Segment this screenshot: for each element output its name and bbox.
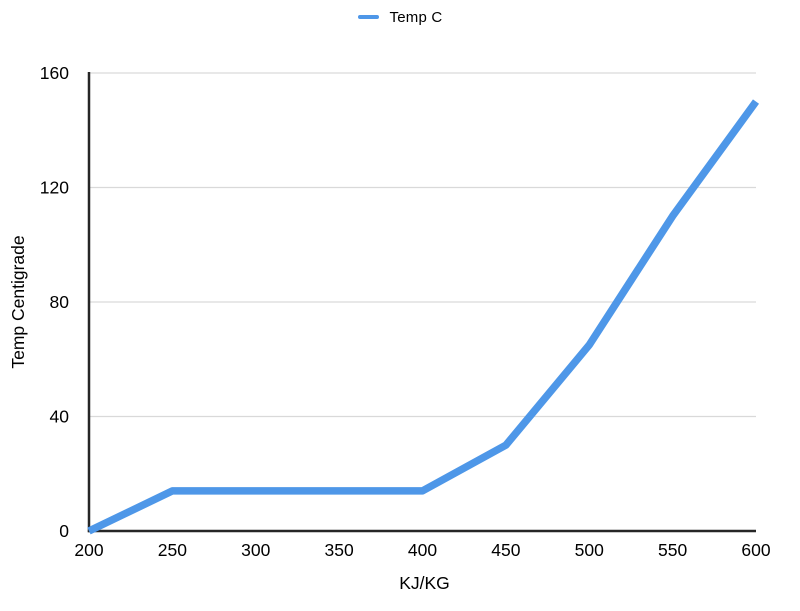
x-axis-title: KJ/KG	[399, 573, 450, 593]
y-tick-label-160: 160	[40, 63, 69, 83]
x-tick-label-300: 300	[241, 540, 270, 560]
x-tick-label-400: 400	[408, 540, 437, 560]
y-tick-label-40: 40	[50, 407, 70, 427]
x-tick-label-600: 600	[741, 540, 770, 560]
x-tick-label-500: 500	[575, 540, 604, 560]
y-tick-label-80: 80	[50, 292, 70, 312]
y-tick-label-120: 120	[40, 178, 69, 198]
legend: Temp C	[0, 6, 800, 28]
legend-label: Temp C	[389, 8, 443, 26]
x-tick-label-350: 350	[325, 540, 354, 560]
x-tick-label-250: 250	[158, 540, 187, 560]
x-tick-label-550: 550	[658, 540, 687, 560]
legend-line-swatch	[357, 15, 379, 19]
x-tick-label-200: 200	[74, 540, 103, 560]
x-tick-label-450: 450	[491, 540, 520, 560]
series-line-0	[87, 99, 760, 535]
y-axis-title: Temp Centigrade	[8, 235, 28, 368]
y-tick-label-0: 0	[59, 521, 69, 541]
